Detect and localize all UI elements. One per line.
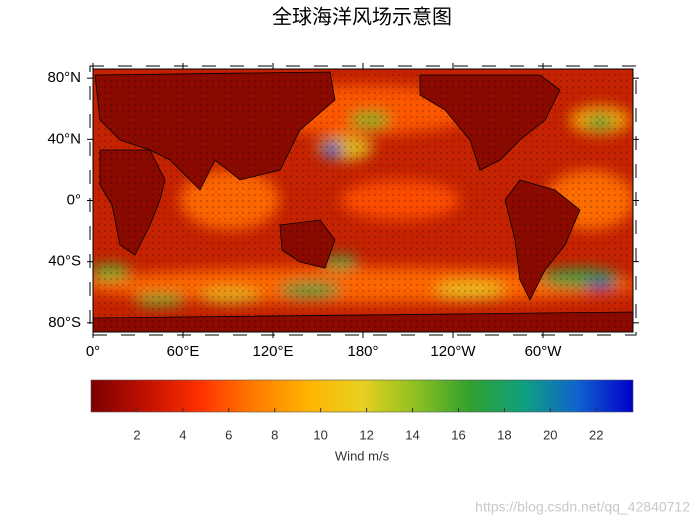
colorbar-tick-label: 20 <box>543 427 557 442</box>
lon-tick-label: 120°W <box>430 343 476 360</box>
colorbar-tick-label: 14 <box>405 427 419 442</box>
colorbar-tick-label: 16 <box>451 427 465 442</box>
colorbar <box>90 379 634 413</box>
colorbar-tick-label: 2 <box>133 427 140 442</box>
colorbar-tick-label: 18 <box>497 427 511 442</box>
lat-tick-label: 40°S <box>48 253 81 270</box>
colorbar-label: Wind m/s <box>335 448 390 463</box>
lon-tick-label: 0° <box>86 343 100 360</box>
colorbar-tick-label: 4 <box>179 427 186 442</box>
colorbar-tick-label: 22 <box>589 427 603 442</box>
lat-tick-label: 80°S <box>48 314 81 331</box>
lat-tick-label: 40°N <box>47 130 81 147</box>
colorbar-tick-label: 6 <box>225 427 232 442</box>
colorbar-tick-label: 8 <box>271 427 278 442</box>
lat-tick-label: 0° <box>67 191 81 208</box>
lon-tick-label: 60°W <box>525 343 563 360</box>
watermark: https://blog.csdn.net/qq_42840712 <box>475 499 690 515</box>
lat-tick-label: 80°N <box>47 69 81 86</box>
lon-tick-label: 60°E <box>167 343 200 360</box>
lon-tick-label: 180° <box>347 343 378 360</box>
lon-tick-label: 120°E <box>252 343 293 360</box>
title: 全球海洋风场示意图 <box>272 5 452 29</box>
colorbar-tick-label: 12 <box>359 427 373 442</box>
colorbar-tick-label: 10 <box>313 427 327 442</box>
wind-field <box>93 69 633 332</box>
